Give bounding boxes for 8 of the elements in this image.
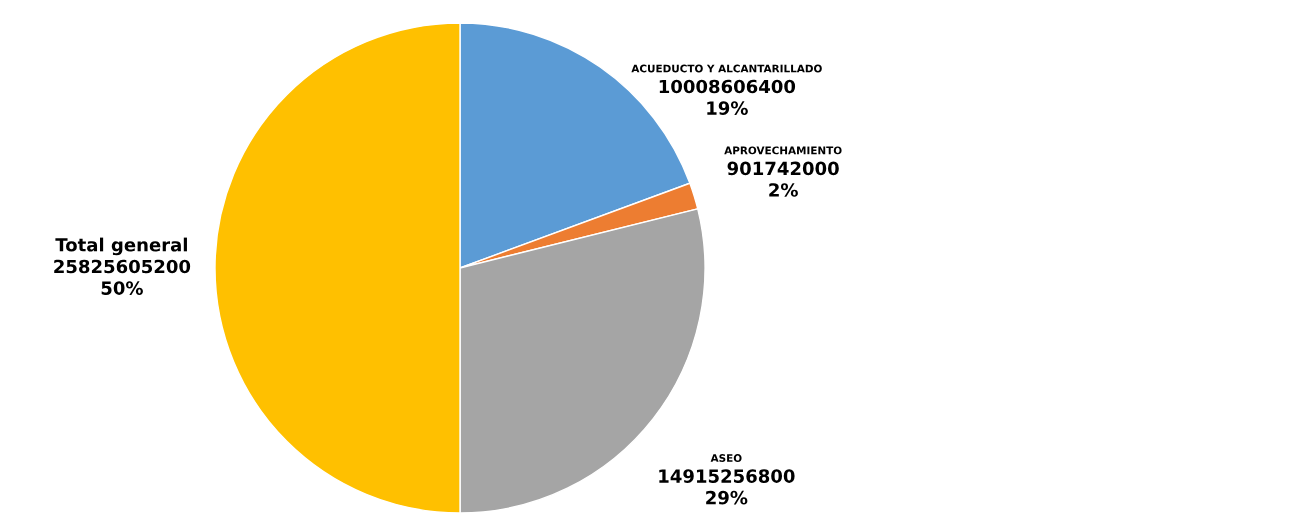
slice-label: APROVECHAMIENTO xyxy=(724,146,842,155)
data-label: 10008606400 19% xyxy=(659,79,796,115)
slice-label: ACUEDUCTO Y ALCANTARILLADO xyxy=(631,64,822,73)
data-label: 14915256800 29% xyxy=(659,469,795,505)
data-label: 25825605200 50% xyxy=(54,259,191,295)
slice-label: Total general xyxy=(55,237,187,256)
slice-label: ASEO xyxy=(710,454,742,462)
data-label: 901742000 2% xyxy=(727,161,839,197)
